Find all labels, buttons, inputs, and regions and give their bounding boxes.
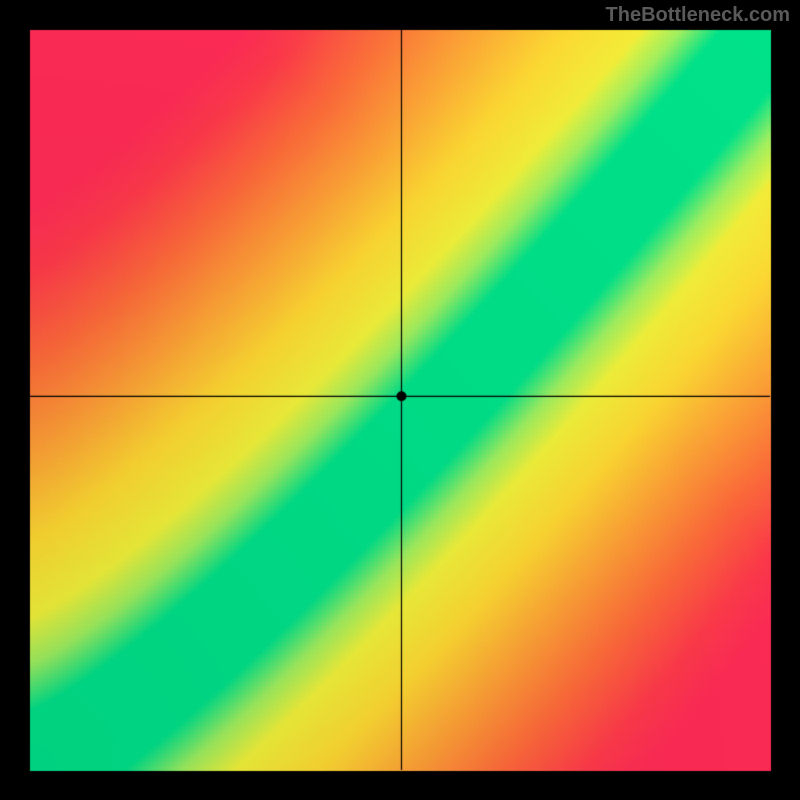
- chart-container: TheBottleneck.com: [0, 0, 800, 800]
- watermark-text: TheBottleneck.com: [606, 4, 790, 27]
- bottleneck-heatmap: [0, 0, 800, 800]
